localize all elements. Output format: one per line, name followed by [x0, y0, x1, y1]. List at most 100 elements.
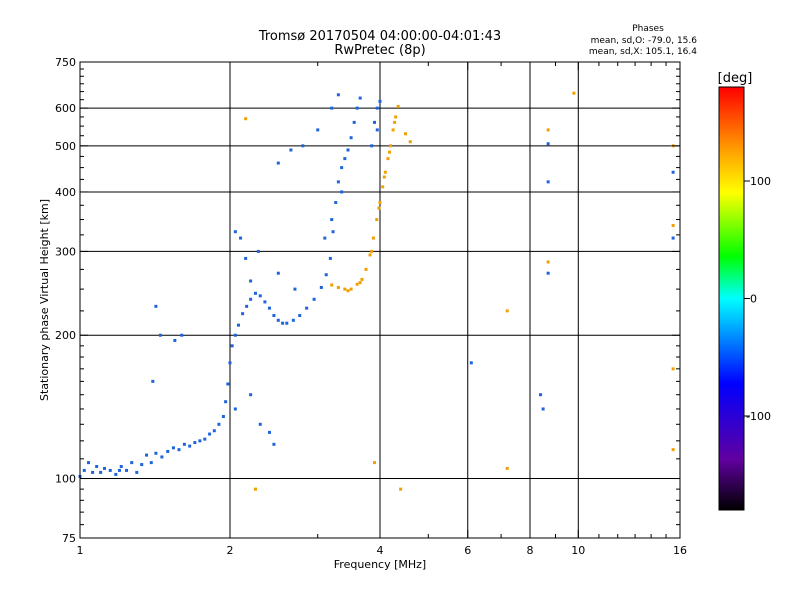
- data-point-o: [328, 256, 332, 260]
- data-point-o: [91, 470, 95, 474]
- data-point-x: [346, 289, 350, 293]
- data-point-o: [99, 470, 103, 474]
- data-point-o: [336, 93, 340, 97]
- x-tick-label: 1: [77, 544, 84, 557]
- data-point-o: [108, 468, 112, 472]
- data-point-o: [245, 304, 249, 308]
- data-point-o: [233, 333, 237, 337]
- data-point-x: [546, 260, 550, 264]
- data-point-o: [370, 144, 374, 148]
- data-point-o: [340, 166, 344, 170]
- data-point-o: [276, 271, 280, 275]
- data-point-x: [572, 91, 576, 95]
- data-point-x: [373, 461, 377, 465]
- data-point-o: [541, 407, 545, 411]
- data-point-x: [364, 267, 368, 271]
- data-point-o: [208, 432, 212, 436]
- data-point-o: [312, 297, 316, 301]
- data-point-o: [145, 453, 149, 457]
- data-point-x: [399, 487, 403, 491]
- data-point-x: [383, 170, 387, 174]
- data-point-x: [505, 309, 509, 313]
- data-point-o: [330, 106, 334, 110]
- y-axis-label: Stationary phase Virtual Height [km]: [38, 199, 51, 401]
- data-point-o: [293, 287, 297, 291]
- data-point-o: [230, 344, 234, 348]
- data-point-o: [305, 306, 309, 310]
- x-tick-label: 6: [464, 544, 471, 557]
- y-tick-label: 400: [55, 186, 76, 199]
- data-point-o: [285, 321, 289, 325]
- data-point-o: [140, 463, 144, 467]
- x-tick-label: 8: [527, 544, 534, 557]
- data-point-o: [330, 218, 334, 222]
- data-point-x: [671, 224, 675, 228]
- phase-stats-heading: Phases: [632, 24, 664, 34]
- data-point-o: [158, 333, 162, 337]
- data-point-x: [336, 285, 340, 289]
- phase-stats-x: mean, sd,X: 105.1, 16.4: [589, 47, 697, 57]
- data-point-o: [378, 99, 382, 103]
- y-tick-label: 600: [55, 102, 76, 115]
- data-point-o: [173, 338, 177, 342]
- data-point-o: [331, 230, 335, 234]
- data-point-o: [119, 464, 123, 468]
- data-point-o: [323, 236, 327, 240]
- data-point-o: [358, 96, 362, 100]
- data-point-o: [349, 136, 353, 140]
- chart-subtitle: RwPretec (8p): [334, 43, 425, 58]
- data-point-o: [539, 393, 543, 397]
- data-point-o: [166, 449, 170, 453]
- data-point-o: [272, 442, 276, 446]
- data-point-o: [244, 256, 248, 260]
- phase-stats-o: mean, sd,O: -79.0, 15.6: [591, 36, 698, 46]
- data-point-o: [221, 414, 225, 418]
- y-tick-label: 750: [55, 56, 76, 69]
- data-point-o: [241, 312, 245, 316]
- data-point-x: [505, 466, 509, 470]
- data-point-x: [253, 487, 257, 491]
- data-point-o: [224, 400, 228, 404]
- data-point-o: [135, 470, 139, 474]
- data-point-x: [360, 277, 364, 281]
- data-point-o: [171, 446, 175, 450]
- data-point-o: [253, 291, 257, 295]
- data-point-o: [316, 128, 320, 132]
- data-point-o: [355, 106, 359, 110]
- data-point-o: [258, 422, 262, 426]
- data-point-o: [469, 361, 473, 365]
- data-point-x: [386, 157, 390, 161]
- data-point-o: [203, 437, 207, 441]
- data-point-x: [671, 367, 675, 371]
- data-point-o: [267, 430, 271, 434]
- y-tick-label: 300: [55, 245, 76, 258]
- data-point-o: [95, 464, 99, 468]
- data-point-x: [355, 282, 359, 286]
- data-point-o: [324, 273, 328, 277]
- data-point-o: [346, 148, 350, 152]
- data-point-x: [671, 448, 675, 452]
- data-point-o: [239, 236, 243, 240]
- data-point-o: [154, 451, 158, 455]
- data-point-o: [228, 361, 232, 365]
- x-tick-label: 16: [673, 544, 687, 557]
- y-tick-label: 200: [55, 329, 76, 342]
- data-point-x: [403, 132, 407, 136]
- axis-ticks: [79, 61, 681, 539]
- data-point-o: [340, 190, 344, 194]
- data-point-x: [546, 128, 550, 132]
- data-point-o: [188, 444, 192, 448]
- y-tick-label: 75: [62, 532, 76, 545]
- data-point-x: [382, 175, 386, 179]
- data-point-o: [177, 448, 181, 452]
- data-point-o: [82, 468, 86, 472]
- data-point-o: [160, 455, 164, 459]
- data-point-o: [226, 382, 230, 386]
- data-point-o: [249, 393, 253, 397]
- data-point-o: [263, 300, 267, 304]
- data-point-o: [182, 442, 186, 446]
- data-point-o: [281, 321, 285, 325]
- data-point-o: [298, 314, 302, 318]
- data-point-x: [244, 117, 248, 121]
